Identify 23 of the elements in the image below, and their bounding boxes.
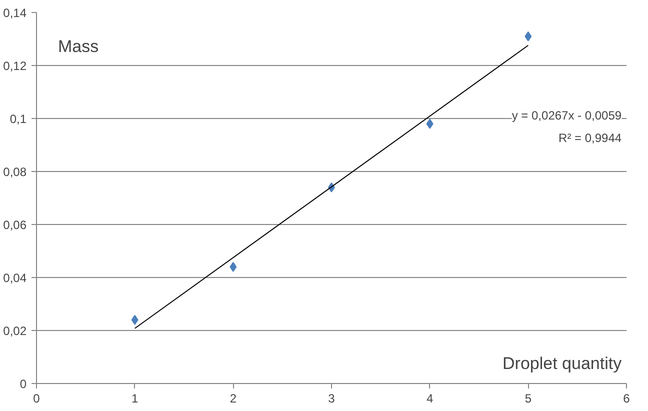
x-tick-label: 4	[426, 392, 434, 406]
point	[230, 262, 237, 272]
y-axis-title: Mass	[58, 37, 99, 56]
x-axis-title: Droplet quantity	[502, 354, 622, 373]
annotation: y = 0,0267x - 0,0059	[512, 108, 622, 122]
y-tick-label: 0,12	[3, 59, 27, 73]
x-tick-label: 1	[131, 392, 138, 406]
x-tick-label: 5	[524, 392, 532, 406]
x-tick-label: 0	[33, 392, 40, 406]
y-tick-label: 0,1	[10, 112, 27, 126]
y-tick-label: 0,08	[3, 165, 27, 179]
point	[426, 118, 434, 129]
y-tick-label: 0,04	[3, 271, 27, 285]
x-tick-label: 2	[230, 392, 237, 406]
y-tick-label: 0,14	[3, 6, 27, 20]
y-tick-label: 0,06	[3, 218, 27, 232]
y-tick-label: 0	[20, 377, 27, 391]
x-tick-label: 6	[623, 392, 630, 406]
x-tick-label: 3	[328, 392, 336, 406]
annotation: R² = 0,9944	[558, 131, 622, 145]
y-tick-label: 0,02	[3, 324, 27, 338]
point	[524, 31, 532, 42]
point	[131, 314, 138, 325]
